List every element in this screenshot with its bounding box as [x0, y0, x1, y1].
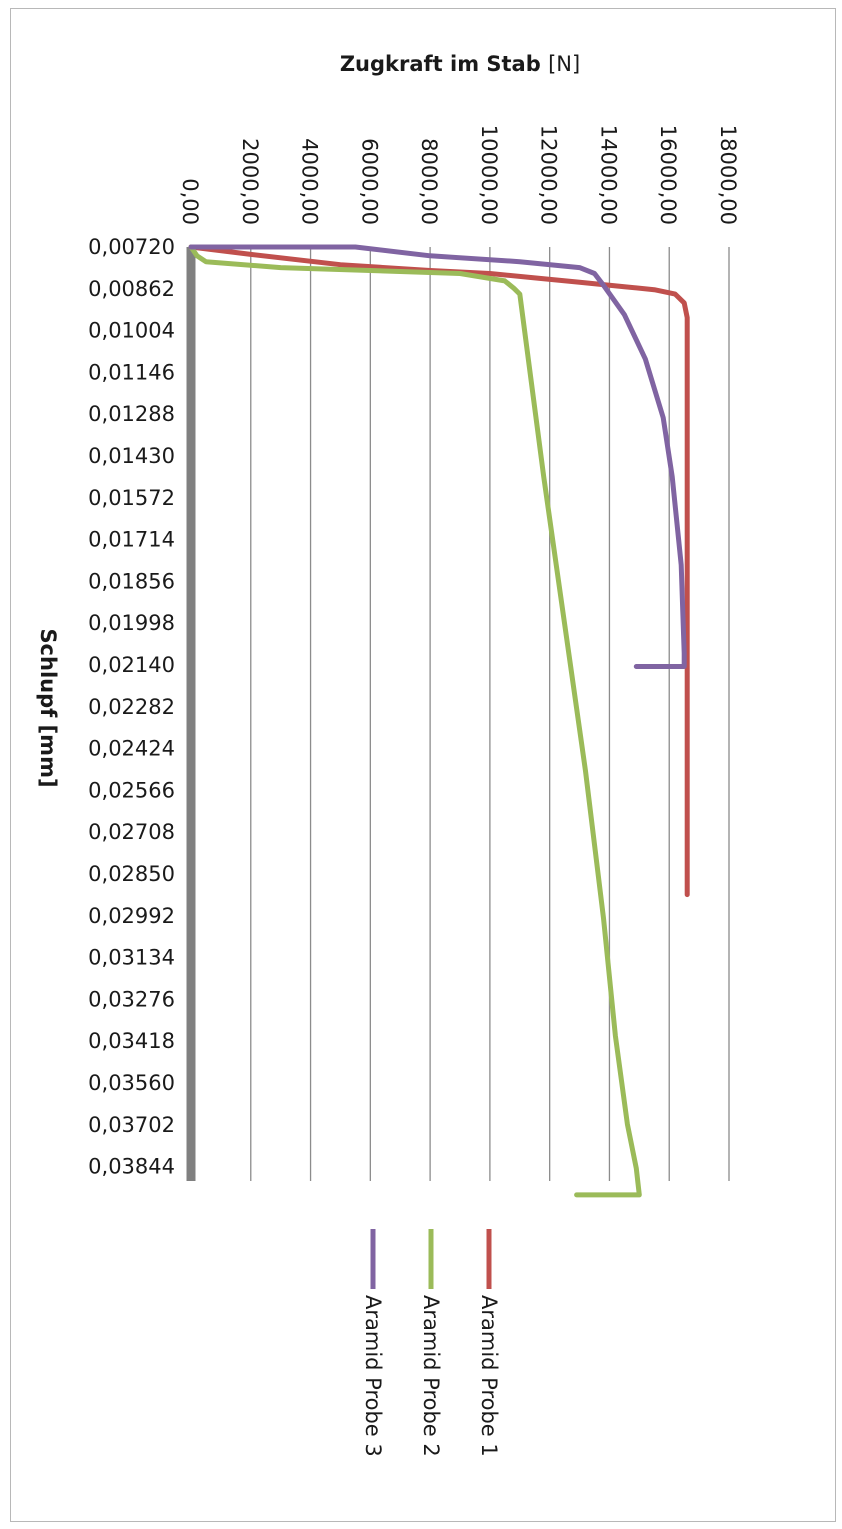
series-line-1 — [188, 244, 690, 898]
category-tick-label: 0,03134 — [88, 946, 175, 970]
value-tick-label: 6000,00 — [357, 138, 381, 225]
legend-label-1: Aramid Probe 1 — [477, 1295, 501, 1457]
series-layer — [188, 244, 690, 1198]
category-tick-label: 0,02424 — [88, 737, 175, 761]
value-tick-label: 18000,00 — [716, 125, 740, 225]
category-tick-label: 0,01714 — [88, 528, 175, 552]
category-tick-label: 0,02140 — [88, 653, 175, 677]
category-tick-label: 0,02282 — [88, 695, 175, 719]
category-tick-label: 0,02708 — [88, 820, 175, 844]
value-tick-label: 16000,00 — [656, 125, 680, 225]
value-tick-label: 14000,00 — [596, 125, 620, 225]
category-tick-label: 0,01998 — [88, 611, 175, 635]
value-tick-label: 10000,00 — [477, 125, 501, 225]
category-tick-label: 0,00862 — [88, 277, 175, 301]
series-line-2 — [188, 244, 642, 1198]
category-tick-label: 0,03276 — [88, 987, 175, 1011]
legend-layer: Aramid Probe 1 Aramid Probe 2 Aramid Probe… — [361, 1229, 501, 1457]
chart-frame: 0,00 2000,00 4000,00 6000,00 8000,00 10000,00… — [10, 8, 836, 1522]
category-tick-label: 0,01146 — [88, 360, 175, 384]
value-tick-label: 8000,00 — [417, 138, 441, 225]
category-tick-label: 0,03418 — [88, 1029, 175, 1053]
category-tick-label: 0,01004 — [88, 319, 175, 343]
category-tick-label: 0,01430 — [88, 444, 175, 468]
category-tick-label: 0,01288 — [88, 402, 175, 426]
category-tick-label: 0,02992 — [88, 904, 175, 928]
legend-label-3: Aramid Probe 3 — [361, 1295, 385, 1457]
category-tick-label: 0,03560 — [88, 1071, 175, 1095]
line-chart: 0,00 2000,00 4000,00 6000,00 8000,00 10000,00… — [36, 52, 740, 1457]
value-tick-label: 0,00 — [178, 178, 202, 225]
value-axis-title: Zugkraft im Stab [N] — [340, 52, 580, 76]
category-tick-label: 0,00720 — [88, 235, 175, 259]
category-tick-label: 0,03844 — [88, 1155, 175, 1179]
grid-layer — [250, 247, 730, 1181]
label-layer: 0,00 2000,00 4000,00 6000,00 8000,00 10000,00… — [36, 52, 740, 1179]
value-tick-label: 12000,00 — [537, 125, 561, 225]
category-axis-title: Schlupf [mm] — [36, 628, 60, 787]
value-tick-label: 2000,00 — [238, 138, 262, 225]
category-tick-label: 0,02850 — [88, 862, 175, 886]
series-line-3 — [188, 244, 687, 669]
value-tick-label: 4000,00 — [298, 138, 322, 225]
category-tick-label: 0,01856 — [88, 569, 175, 593]
category-tick-label: 0,02566 — [88, 778, 175, 802]
category-tick-label: 0,01572 — [88, 486, 175, 510]
category-tick-label: 0,03702 — [88, 1113, 175, 1137]
legend-label-2: Aramid Probe 2 — [419, 1295, 443, 1457]
